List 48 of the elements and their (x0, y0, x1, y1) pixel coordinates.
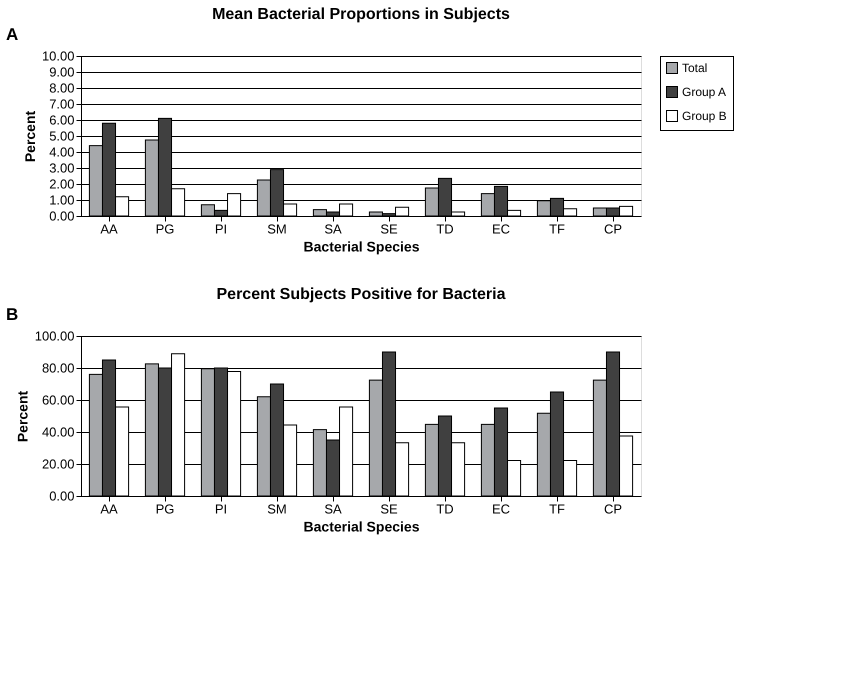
x-tick-label: EC (492, 222, 510, 236)
y-tick-label: 8.00 (49, 80, 74, 96)
y-tick-label: 2.00 (49, 176, 74, 192)
x-tick-label: CP (604, 502, 622, 516)
y-tick-label: 1.00 (49, 192, 74, 208)
x-tick-label: CP (604, 222, 622, 236)
x-tick-label: AA (100, 222, 118, 236)
x-tick-label: TD (436, 502, 454, 516)
text: A (6, 25, 18, 44)
x-tick-label: SM (267, 222, 287, 236)
x-tick-label: EC (492, 502, 510, 516)
legend-label: Total (682, 61, 708, 75)
y-axis-title: Percent (22, 110, 38, 162)
text: B (6, 305, 18, 324)
chart-title: Mean Bacterial Proportions in Subjects (212, 6, 510, 23)
x-axis-title: Bacterial Species (304, 518, 420, 534)
y-tick-label: 6.00 (49, 112, 74, 128)
x-tick-label: PG (156, 502, 174, 516)
x-axis-title: Bacterial Species (304, 238, 420, 254)
y-axis-title: Percent (14, 390, 31, 442)
x-tick-label: TD (436, 222, 454, 236)
x-tick-label: SA (324, 222, 342, 236)
x-tick-label: TF (549, 502, 565, 516)
y-tick-label: 0.00 (49, 208, 74, 224)
y-tick-label: 10.00 (42, 48, 74, 64)
x-tick-label: PI (214, 222, 228, 236)
x-tick-label: TF (549, 222, 565, 236)
x-tick-label: SM (267, 502, 287, 516)
x-tick-label: SA (324, 502, 342, 516)
x-tick-label: AA (100, 502, 118, 516)
y-tick-label: 0.00 (49, 488, 74, 504)
chart-title: Percent Subjects Positive for Bacteria (216, 286, 506, 303)
y-tick-label: 20.00 (42, 456, 74, 472)
y-tick-label: 40.00 (42, 424, 74, 440)
legend-label: Group A (682, 85, 726, 99)
y-tick-label: 4.00 (49, 144, 74, 160)
y-tick-label: 100.00 (34, 328, 74, 344)
y-tick-label: 5.00 (49, 128, 74, 144)
x-tick-label: SE (380, 222, 398, 236)
x-tick-label: PI (214, 502, 228, 516)
y-tick-label: 3.00 (49, 160, 74, 176)
x-tick-label: PG (156, 222, 174, 236)
x-tick-label: SE (380, 502, 398, 516)
legend-label: Group B (682, 109, 727, 123)
y-tick-label: 60.00 (42, 392, 74, 408)
y-tick-label: 7.00 (49, 96, 74, 112)
y-tick-label: 9.00 (49, 64, 74, 80)
y-tick-label: 80.00 (42, 360, 74, 376)
